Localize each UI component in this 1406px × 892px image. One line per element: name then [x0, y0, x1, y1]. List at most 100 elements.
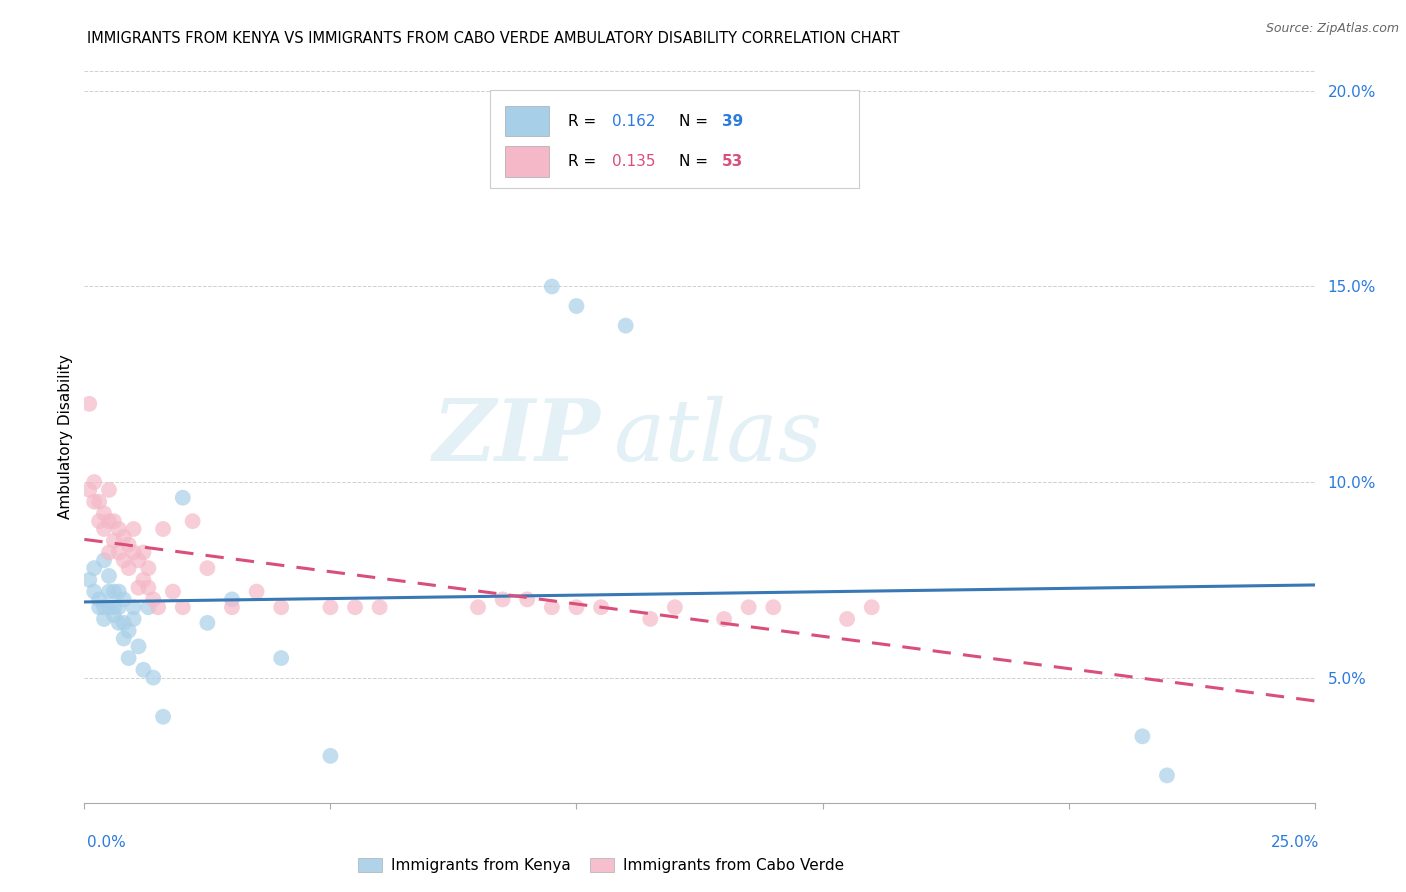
Point — [344, 600, 367, 615]
Point — [138, 581, 160, 595]
Point — [103, 584, 125, 599]
Point — [148, 600, 170, 615]
Point — [713, 612, 735, 626]
Point — [246, 584, 269, 599]
Point — [142, 671, 165, 685]
Point — [103, 600, 125, 615]
Y-axis label: Ambulatory Disability: Ambulatory Disability — [58, 355, 73, 519]
Point — [142, 592, 165, 607]
Text: IMMIGRANTS FROM KENYA VS IMMIGRANTS FROM CABO VERDE AMBULATORY DISABILITY CORREL: IMMIGRANTS FROM KENYA VS IMMIGRANTS FROM… — [87, 31, 900, 46]
Point — [270, 651, 292, 665]
Point — [118, 651, 141, 665]
Point — [98, 600, 120, 615]
Point — [103, 514, 125, 528]
FancyBboxPatch shape — [505, 106, 550, 136]
Point — [860, 600, 883, 615]
Point — [837, 612, 859, 626]
Text: ZIP: ZIP — [433, 395, 602, 479]
Legend: Immigrants from Kenya, Immigrants from Cabo Verde: Immigrants from Kenya, Immigrants from C… — [352, 852, 851, 880]
Point — [93, 522, 115, 536]
Text: 53: 53 — [721, 153, 742, 169]
Point — [83, 475, 105, 489]
Point — [98, 584, 120, 599]
Point — [270, 600, 292, 615]
Point — [87, 494, 111, 508]
Point — [118, 561, 141, 575]
Text: 39: 39 — [721, 113, 742, 128]
Point — [122, 600, 145, 615]
Point — [565, 299, 588, 313]
Point — [112, 530, 135, 544]
Point — [93, 553, 115, 567]
Text: 0.135: 0.135 — [612, 153, 655, 169]
Point — [172, 491, 194, 505]
Point — [128, 553, 150, 567]
Point — [565, 600, 588, 615]
Point — [108, 584, 131, 599]
Point — [79, 573, 101, 587]
Point — [93, 507, 115, 521]
Point — [83, 584, 105, 599]
Point — [118, 624, 141, 638]
Point — [118, 538, 141, 552]
Point — [516, 592, 538, 607]
Point — [112, 632, 135, 646]
Point — [98, 569, 120, 583]
Point — [108, 522, 131, 536]
Point — [87, 600, 111, 615]
Point — [98, 545, 120, 559]
Point — [467, 600, 489, 615]
Point — [614, 318, 637, 333]
Point — [132, 545, 155, 559]
Point — [368, 600, 391, 615]
Point — [108, 615, 131, 630]
Point — [132, 663, 155, 677]
Point — [98, 483, 120, 497]
Point — [79, 397, 101, 411]
Point — [108, 545, 131, 559]
Point — [112, 592, 135, 607]
Point — [122, 612, 145, 626]
Point — [152, 522, 174, 536]
Point — [181, 514, 204, 528]
Point — [128, 640, 150, 654]
Point — [541, 600, 564, 615]
Point — [221, 592, 243, 607]
Point — [138, 600, 160, 615]
Text: N =: N = — [679, 113, 713, 128]
Text: R =: R = — [568, 153, 600, 169]
Point — [319, 748, 342, 763]
Point — [541, 279, 564, 293]
Point — [93, 600, 115, 615]
Point — [87, 514, 111, 528]
Text: 25.0%: 25.0% — [1271, 836, 1319, 850]
Point — [1156, 768, 1178, 782]
FancyBboxPatch shape — [491, 90, 859, 188]
Point — [138, 561, 160, 575]
Point — [87, 592, 111, 607]
Point — [591, 600, 613, 615]
Text: atlas: atlas — [613, 396, 823, 478]
Point — [122, 545, 145, 559]
Point — [762, 600, 785, 615]
Point — [132, 573, 155, 587]
Point — [108, 600, 131, 615]
Point — [197, 615, 219, 630]
Point — [152, 710, 174, 724]
Point — [103, 533, 125, 548]
Point — [93, 612, 115, 626]
Point — [98, 514, 120, 528]
Point — [492, 592, 515, 607]
Point — [112, 553, 135, 567]
Text: R =: R = — [568, 113, 600, 128]
Text: N =: N = — [679, 153, 713, 169]
Point — [172, 600, 194, 615]
Point — [1130, 729, 1153, 743]
Text: 0.162: 0.162 — [612, 113, 655, 128]
Text: Source: ZipAtlas.com: Source: ZipAtlas.com — [1265, 22, 1399, 36]
Point — [83, 561, 105, 575]
Point — [79, 483, 101, 497]
Point — [83, 494, 105, 508]
Point — [197, 561, 219, 575]
Point — [122, 522, 145, 536]
